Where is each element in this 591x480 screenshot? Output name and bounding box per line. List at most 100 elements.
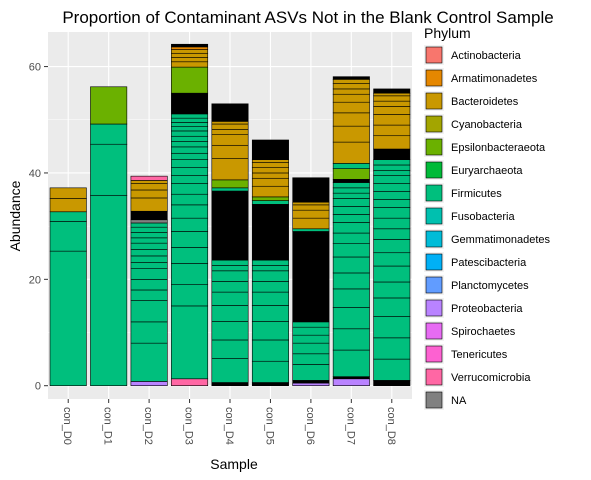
bar-segment — [130, 242, 168, 250]
bar-segment — [171, 305, 209, 380]
legend-swatch — [425, 299, 443, 317]
bar-segment — [211, 187, 249, 192]
bar-segment — [130, 232, 168, 239]
bar-segment — [130, 197, 168, 212]
bar-segment — [130, 289, 168, 301]
x-tick-label: con_D6 — [304, 407, 316, 445]
bar-segment — [251, 159, 289, 163]
bar-segment — [332, 88, 370, 95]
bar-segment — [171, 159, 209, 168]
bar-segment — [171, 46, 209, 50]
bar-segment — [211, 121, 249, 125]
bar-segment — [211, 382, 249, 387]
bar-segment — [373, 265, 411, 283]
bar-con_D8 — [373, 88, 411, 387]
legend-label: Proteobacteria — [451, 303, 523, 315]
bar-segment — [373, 337, 411, 360]
legend-item: Epsilonbacteraeota — [424, 137, 546, 157]
bar-segment — [292, 380, 330, 384]
bar-segment — [332, 83, 370, 90]
bar-segment — [130, 255, 168, 263]
legend-label: Fusobacteria — [451, 211, 515, 223]
bar-segment — [49, 250, 87, 387]
bar-segment — [373, 199, 411, 208]
bar-segment — [90, 143, 128, 196]
bar-segment — [171, 49, 209, 54]
bar-segment — [332, 76, 370, 80]
bar-segment — [292, 353, 330, 365]
bar-segment — [211, 265, 249, 272]
bar-segment — [332, 272, 370, 290]
x-tick-label: con_D7 — [344, 407, 356, 445]
bar-segment — [373, 252, 411, 267]
bar-segment — [332, 328, 370, 351]
bar-con_D3 — [171, 43, 209, 387]
bar-segment — [171, 263, 209, 285]
y-axis-title: Abundance — [7, 180, 23, 251]
bar-segment — [332, 125, 370, 143]
bar-segment — [130, 237, 168, 244]
bar-segment — [171, 43, 209, 48]
bar-segment — [130, 189, 168, 199]
bar-segment — [292, 217, 330, 230]
bar-segment — [171, 130, 209, 137]
legend-swatch — [425, 322, 443, 340]
bars — [49, 43, 411, 387]
bar-segment — [332, 168, 370, 180]
bar-segment — [90, 194, 128, 387]
legend-item: Firmicutes — [424, 183, 502, 203]
y-tick-label: 20 — [29, 274, 41, 286]
bar-segment — [292, 321, 330, 328]
bar-segment — [211, 270, 249, 282]
bar-segment — [332, 101, 370, 114]
bar-segment — [373, 95, 411, 102]
legend-label: Verrucomicrobia — [451, 372, 531, 384]
x-tick-label: con_D3 — [183, 407, 195, 445]
bar-segment — [251, 305, 289, 322]
x-tick-label: con_D1 — [102, 407, 114, 445]
bar-segment — [251, 196, 289, 201]
bar-segment — [251, 270, 289, 282]
bar-con_D1 — [90, 86, 128, 387]
bar-segment — [332, 307, 370, 330]
bar-segment — [130, 222, 168, 228]
bar-segment — [251, 259, 289, 266]
bar-segment — [373, 183, 411, 192]
legend-item: Fusobacteria — [424, 206, 515, 226]
legend-item: Euryarchaeota — [424, 160, 523, 180]
legend-label: Actinobacteria — [451, 50, 522, 62]
legend-swatch — [425, 276, 443, 294]
bar-con_D2 — [130, 175, 168, 387]
bar-segment — [211, 158, 249, 181]
legend-label: Planctomycetes — [451, 280, 529, 292]
bar-segment — [211, 179, 249, 189]
bar-con_D6 — [292, 177, 330, 387]
bar-segment — [211, 123, 249, 130]
bar-segment — [251, 200, 289, 205]
bar-segment — [251, 382, 289, 387]
legend-swatch — [425, 115, 443, 133]
bar-segment — [130, 226, 168, 233]
bar-segment — [211, 339, 249, 359]
bar-segment — [171, 217, 209, 232]
bar-segment — [292, 326, 330, 336]
legend-swatch — [425, 138, 443, 156]
bar-segment — [373, 191, 411, 200]
bar-segment — [251, 185, 289, 198]
y-tick-label: 40 — [29, 168, 41, 180]
bar-segment — [332, 163, 370, 169]
bar-segment — [211, 144, 249, 159]
legend-title: Phylum — [424, 25, 471, 41]
bar-segment — [49, 198, 87, 213]
bar-segment — [251, 177, 289, 187]
x-tick-label: con_D0 — [61, 407, 73, 445]
bar-segment — [332, 179, 370, 183]
bar-segment — [251, 204, 289, 261]
legend-item: Tenericutes — [424, 344, 508, 364]
bar-segment — [211, 134, 249, 146]
bar-segment — [292, 231, 330, 323]
bar-segment — [373, 159, 411, 166]
bar-segment — [171, 378, 209, 387]
bar-segment — [373, 92, 411, 97]
